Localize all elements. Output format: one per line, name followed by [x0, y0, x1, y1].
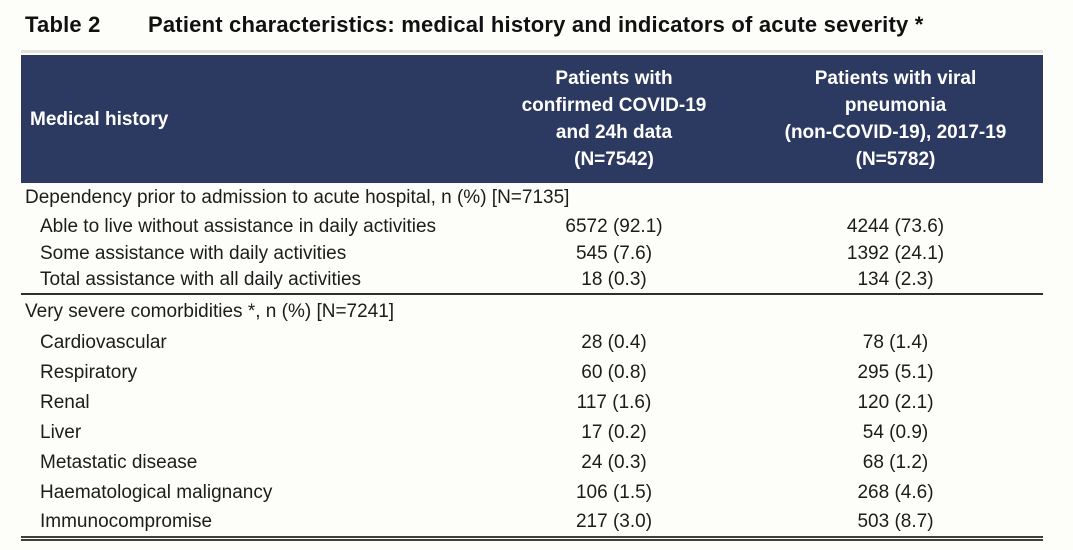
pneumonia-value-cell: 134 (2.3) [857, 269, 934, 290]
table-header: Medical history Patients with confirmed … [21, 55, 1043, 183]
table-row: Immunocompromise 217 (3.0) 503 (8.7) [21, 508, 1043, 541]
pneumonia-value-cell: 54 (0.9) [862, 422, 929, 443]
section-header-dependency: Dependency prior to admission to acute h… [25, 187, 570, 208]
patient-characteristics-table: Medical history Patients with confirmed … [21, 55, 1043, 541]
header-medical-history: Medical history [21, 55, 480, 183]
table-number: Table 2 [25, 12, 101, 37]
covid-value-cell: 106 (1.5) [575, 482, 653, 503]
pneumonia-value-cell: 120 (2.1) [857, 392, 934, 413]
pneumonia-value-cell: 268 (4.6) [857, 482, 934, 503]
header-covid-n: (N=7542) [574, 149, 654, 170]
pneumonia-value-cell: 1392 (24.1) [846, 242, 945, 264]
table-row: Liver 17 (0.2) 54 (0.9) [21, 418, 1043, 448]
table-row: Respiratory 60 (0.8) 295 (5.1) [21, 358, 1043, 388]
pneumonia-value-cell: 68 (1.2) [862, 452, 929, 473]
header-pneumonia-n: (N=5782) [855, 149, 936, 170]
header-pneumonia-column: Patients with viral pneumonia (non-COVID… [748, 55, 1043, 183]
table-row: Haematological malignancy 106 (1.5) 268 … [21, 478, 1043, 508]
table-row: Able to live without assistance in daily… [21, 213, 1043, 240]
row-label-cell: Respiratory [40, 362, 138, 383]
pneumonia-value-cell: 503 (8.7) [748, 508, 1043, 541]
header-pneumonia-line3: (non-COVID-19), 2017-19 [784, 122, 1007, 143]
header-row: Medical history Patients with confirmed … [21, 55, 1043, 183]
row-label-cell: Haematological malignancy [40, 482, 273, 503]
table-title: Table 2 Patient characteristics: medical … [0, 0, 1073, 38]
row-label-cell: Liver [40, 422, 82, 443]
covid-value-cell: 17 (0.2) [581, 422, 647, 443]
table-caption: Patient characteristics: medical history… [148, 12, 924, 37]
table-top-strip [21, 50, 1043, 53]
table-body: Dependency prior to admission to acute h… [21, 183, 1043, 541]
section-header-row: Very severe comorbidities *, n (%) [N=72… [21, 293, 1043, 328]
section-header-row: Dependency prior to admission to acute h… [21, 183, 1043, 213]
pneumonia-value-cell: 78 (1.4) [862, 332, 929, 353]
header-pneumonia-line1: Patients with viral [814, 68, 977, 89]
covid-value-cell: 18 (0.3) [581, 269, 647, 290]
covid-value-cell: 6572 (92.1) [565, 215, 663, 237]
covid-value-cell: 117 (1.6) [576, 392, 652, 413]
header-pneumonia-line2: pneumonia [844, 95, 947, 116]
header-covid-line2: confirmed COVID-19 [521, 95, 707, 116]
header-covid-line3: and 24h data [555, 122, 673, 143]
pneumonia-value-cell: 295 (5.1) [857, 362, 934, 383]
row-label-cell: Able to live without assistance in daily… [40, 215, 437, 237]
table-row: Metastatic disease 24 (0.3) 68 (1.2) [21, 448, 1043, 478]
pneumonia-value-cell: 4244 (73.6) [846, 215, 945, 237]
row-label-cell: Renal [40, 392, 90, 413]
row-label-cell: Total assistance with all daily activiti… [40, 269, 362, 290]
covid-value-cell: 217 (3.0) [480, 508, 748, 541]
covid-value-cell: 60 (0.8) [581, 362, 647, 383]
covid-value-cell: 545 (7.6) [575, 242, 653, 264]
row-label-cell: Metastatic disease [40, 452, 198, 473]
covid-value-cell: 24 (0.3) [581, 452, 647, 473]
header-covid-line1: Patients with [555, 68, 673, 89]
row-label-cell: Some assistance with daily activities [40, 242, 347, 264]
covid-value-cell: 28 (0.4) [581, 332, 647, 353]
row-label-cell: Immunocompromise [21, 508, 480, 541]
table-row: Total assistance with all daily activiti… [21, 267, 1043, 294]
table-row: Cardiovascular 28 (0.4) 78 (1.4) [21, 328, 1043, 358]
header-covid-column: Patients with confirmed COVID-19 and 24h… [480, 55, 748, 183]
section-header-comorbidities: Very severe comorbidities *, n (%) [N=72… [21, 293, 1043, 328]
table-row: Some assistance with daily activities 54… [21, 240, 1043, 267]
row-label-cell: Cardiovascular [40, 332, 167, 353]
table-row: Renal 117 (1.6) 120 (2.1) [21, 388, 1043, 418]
